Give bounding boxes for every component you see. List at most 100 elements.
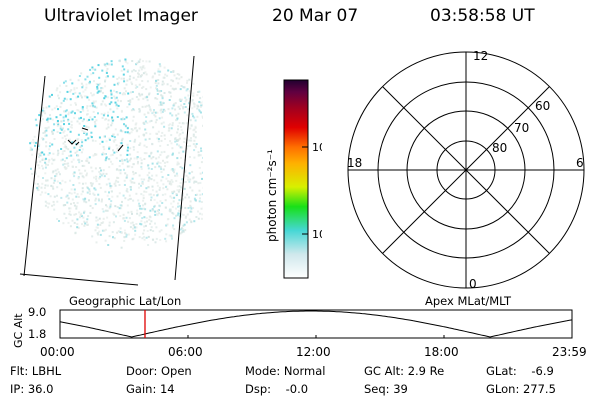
speckle — [129, 99, 132, 102]
bottom-boundary-line — [19, 273, 139, 286]
speckle — [128, 217, 131, 220]
speckle — [31, 172, 34, 175]
mlt-label-12: 12 — [473, 49, 488, 63]
speckle — [117, 230, 120, 233]
speckle — [138, 127, 141, 130]
speckle — [160, 171, 163, 173]
speckle — [81, 129, 84, 132]
speckle — [97, 198, 100, 201]
right-boundary-line — [174, 55, 195, 281]
speckle — [69, 103, 72, 106]
speckle — [141, 217, 144, 220]
speckle — [94, 197, 97, 200]
speckle — [94, 167, 97, 170]
speckle — [131, 238, 134, 241]
speckle — [80, 82, 83, 85]
speckle — [182, 107, 185, 110]
speckle — [90, 166, 93, 169]
speckle — [151, 238, 154, 241]
speckle — [104, 153, 107, 156]
speckle — [43, 187, 46, 189]
speckle — [51, 157, 53, 160]
speckle — [112, 139, 115, 142]
speckle — [69, 207, 72, 210]
speckle — [64, 166, 67, 169]
speckle — [92, 93, 95, 96]
speckle — [172, 152, 174, 155]
speckle — [107, 119, 110, 122]
speckle — [130, 210, 133, 213]
speckle — [70, 160, 73, 163]
speckle — [144, 71, 147, 74]
colorbar: 100 10 photon cm⁻²s⁻¹ — [265, 79, 322, 279]
speckle — [127, 233, 130, 236]
speckle — [82, 84, 85, 87]
speckle — [57, 123, 60, 126]
colorbar-unit-label: photon cm⁻²s⁻¹ — [265, 149, 279, 242]
speckle — [123, 68, 126, 71]
speckle — [178, 212, 181, 215]
speckle — [147, 179, 150, 182]
speckle — [95, 180, 98, 183]
speckle — [152, 75, 155, 78]
speckle — [71, 126, 73, 129]
speckle — [30, 167, 32, 170]
speckle — [147, 235, 150, 238]
speckle — [67, 148, 70, 151]
speckle — [188, 172, 191, 175]
speckle — [119, 169, 122, 172]
speckle — [166, 161, 169, 164]
speckle — [158, 188, 161, 191]
speckle — [115, 179, 118, 182]
speckle — [102, 114, 105, 117]
speckle — [144, 224, 147, 227]
speckle — [116, 78, 119, 80]
speckle — [189, 204, 192, 207]
speckle — [131, 212, 133, 215]
speckle — [159, 239, 162, 241]
speckle — [146, 174, 149, 177]
speckle — [56, 180, 59, 183]
speckle — [187, 108, 190, 111]
speckle — [167, 108, 170, 111]
speckle — [69, 98, 72, 101]
speckle — [160, 213, 163, 216]
speckle — [100, 174, 103, 177]
speckle — [185, 89, 188, 92]
lat-label-70: 70 — [514, 121, 529, 135]
speckle — [148, 155, 151, 158]
speckle — [202, 104, 203, 107]
speckle — [101, 100, 104, 103]
speckle — [63, 110, 65, 113]
speckle — [120, 207, 123, 210]
speckle — [120, 246, 123, 249]
speckle — [46, 120, 49, 123]
speckle — [138, 61, 141, 63]
speckle — [126, 127, 129, 130]
speckle — [161, 80, 164, 83]
speckle — [37, 185, 40, 188]
speckle — [192, 102, 195, 105]
speckle — [121, 158, 124, 161]
speckle — [121, 200, 123, 203]
speckle — [162, 159, 164, 162]
speckle — [124, 125, 127, 128]
speckle — [132, 76, 135, 79]
speckle — [62, 116, 65, 119]
speckle — [81, 187, 84, 190]
speckle — [106, 62, 109, 65]
speckle — [194, 119, 197, 122]
speckle — [70, 89, 73, 92]
speckle — [129, 101, 132, 103]
speckle — [179, 186, 182, 189]
speckle — [177, 112, 180, 115]
speckle — [79, 216, 81, 219]
speckle — [34, 182, 37, 185]
speckle — [161, 116, 164, 119]
speckle — [117, 81, 120, 84]
speckle — [153, 179, 156, 182]
speckle — [76, 218, 79, 221]
speckle — [95, 153, 98, 156]
speckle — [178, 73, 181, 76]
speckle — [119, 227, 122, 230]
